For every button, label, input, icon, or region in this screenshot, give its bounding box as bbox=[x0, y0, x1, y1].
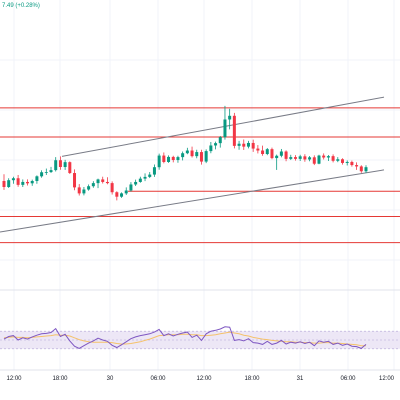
candle-body bbox=[350, 161, 354, 166]
candle-body bbox=[355, 165, 359, 167]
candle-body bbox=[364, 167, 368, 172]
time-tick-label: 18:00 bbox=[244, 376, 260, 382]
candle-body bbox=[152, 167, 156, 175]
candle-body bbox=[223, 119, 227, 138]
candle-body bbox=[176, 157, 180, 161]
candle-body bbox=[261, 150, 265, 155]
candle-body bbox=[246, 142, 250, 147]
candle-body bbox=[120, 193, 124, 197]
candle-body bbox=[35, 176, 39, 181]
candle-body bbox=[49, 170, 53, 173]
candle-body bbox=[322, 155, 326, 158]
candle-body bbox=[312, 157, 316, 164]
candle-body bbox=[91, 183, 95, 187]
candle-body bbox=[26, 181, 30, 184]
time-tick-label: 12:00 bbox=[379, 376, 395, 382]
candle-body bbox=[162, 155, 166, 162]
candle-body bbox=[171, 156, 175, 161]
candle-body bbox=[326, 156, 330, 158]
candle-body bbox=[340, 159, 344, 163]
time-tick-label: 30 bbox=[107, 376, 114, 382]
time-tick-label: 18:00 bbox=[52, 376, 68, 382]
candle-body bbox=[237, 143, 241, 146]
time-tick-label: 06:00 bbox=[150, 376, 166, 382]
rsi-line bbox=[3, 326, 367, 349]
candle-body bbox=[16, 178, 20, 185]
candle-body bbox=[242, 143, 246, 147]
channel-lines[interactable] bbox=[0, 96, 385, 233]
candle-body bbox=[336, 159, 340, 161]
candle-body bbox=[7, 180, 11, 187]
candle-body bbox=[289, 157, 293, 159]
candle-body bbox=[359, 166, 363, 172]
candle-body bbox=[44, 172, 48, 173]
candle-body bbox=[115, 192, 119, 197]
candle-body bbox=[148, 174, 152, 177]
time-tick-label: 06:00 bbox=[340, 376, 356, 382]
candle-body bbox=[209, 145, 213, 152]
candle-body bbox=[293, 157, 297, 159]
candle-body bbox=[77, 187, 81, 194]
candle-body bbox=[82, 189, 86, 194]
candle-body bbox=[110, 183, 114, 193]
candle-body bbox=[345, 161, 349, 163]
time-axis: 12:00 18:00 30 06:00 12:00 18:00 31 06:00 12:00 bbox=[6, 376, 394, 382]
candle-body bbox=[308, 157, 312, 160]
candle-body bbox=[21, 181, 25, 185]
candles bbox=[2, 105, 368, 201]
time-tick-label: 12:00 bbox=[196, 376, 212, 382]
candle-body bbox=[232, 115, 236, 146]
candle-body bbox=[105, 181, 109, 184]
candle-body bbox=[204, 151, 208, 162]
candle-body bbox=[256, 148, 260, 151]
rsi-pane bbox=[0, 326, 400, 350]
candle-body bbox=[2, 180, 6, 187]
candle-body bbox=[129, 184, 133, 191]
candle-body bbox=[214, 143, 218, 146]
candle-body bbox=[68, 162, 72, 174]
candle-body bbox=[30, 180, 34, 184]
candle-body bbox=[63, 162, 67, 168]
candle-body bbox=[138, 178, 142, 182]
candle-body bbox=[275, 155, 279, 159]
candle-body bbox=[58, 160, 62, 168]
candle-body bbox=[284, 151, 288, 159]
horizontal-levels[interactable] bbox=[0, 107, 400, 244]
grid-layer bbox=[0, 0, 400, 371]
candle-body bbox=[331, 156, 335, 161]
price-change-readout: 7.49 (+0.28%) bbox=[2, 3, 40, 9]
candle-body bbox=[96, 179, 100, 184]
candle-body bbox=[181, 153, 185, 158]
candle-body bbox=[199, 152, 203, 162]
time-tick-label: 12:00 bbox=[6, 376, 22, 382]
candle-body bbox=[54, 160, 58, 171]
candle-body bbox=[270, 149, 274, 159]
candle-body bbox=[185, 150, 189, 154]
candle-body bbox=[228, 115, 232, 120]
candle-body bbox=[157, 155, 161, 168]
candle-body bbox=[11, 178, 15, 181]
candle-body bbox=[40, 172, 44, 177]
candle-body bbox=[87, 186, 91, 190]
candle-body bbox=[251, 142, 255, 149]
channel-line bbox=[0, 169, 385, 233]
candle-body bbox=[218, 137, 222, 144]
candle-body bbox=[317, 155, 321, 164]
channel-line bbox=[61, 96, 385, 157]
candle-body bbox=[73, 173, 77, 188]
candle-body bbox=[167, 156, 171, 162]
candle-body bbox=[143, 176, 147, 179]
candle-body bbox=[303, 156, 307, 160]
candle-body bbox=[190, 150, 194, 157]
candle-body bbox=[124, 190, 128, 194]
candle-body bbox=[101, 179, 105, 182]
candle-body bbox=[195, 152, 199, 157]
candle-body bbox=[279, 151, 283, 156]
candle-body bbox=[134, 181, 138, 185]
time-tick-label: 31 bbox=[297, 376, 304, 382]
candle-body bbox=[298, 156, 302, 159]
candle-body bbox=[265, 149, 269, 155]
